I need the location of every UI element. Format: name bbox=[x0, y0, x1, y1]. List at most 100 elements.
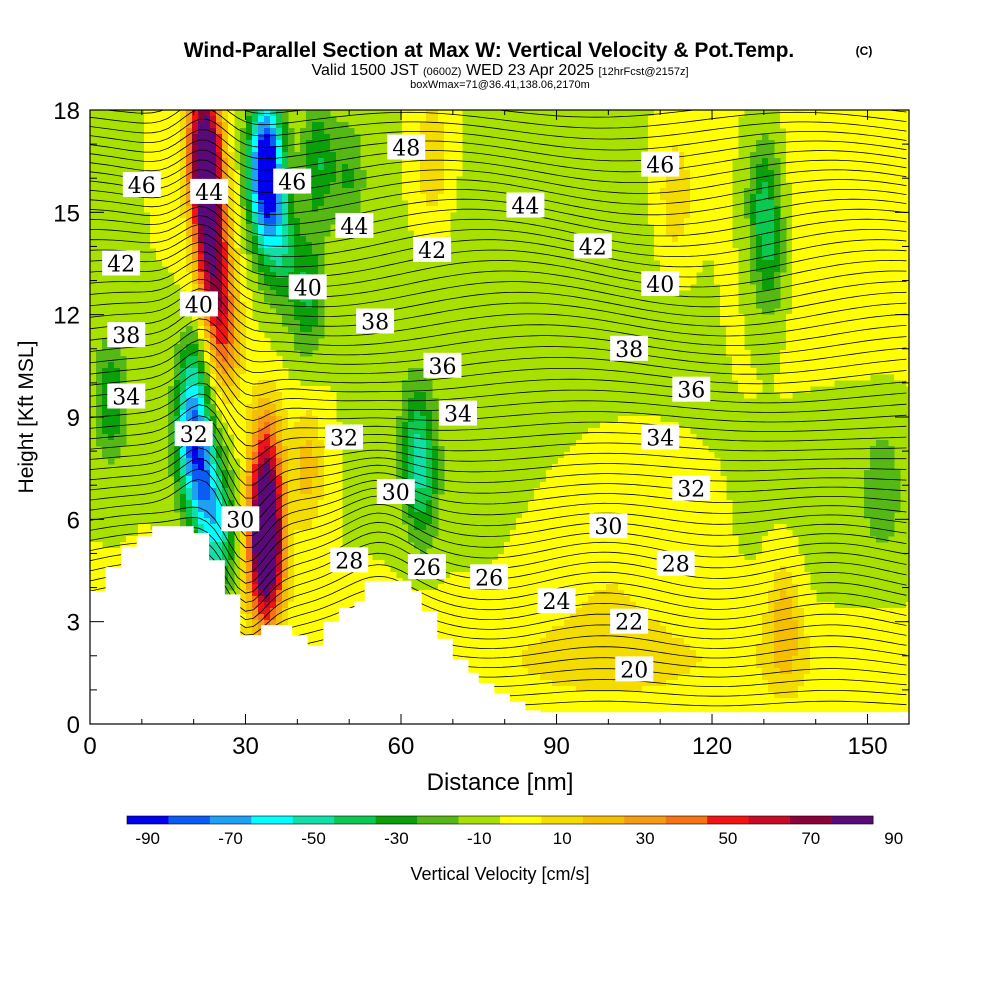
velocity-cell bbox=[324, 164, 331, 171]
velocity-cell bbox=[228, 338, 235, 345]
velocity-cell bbox=[582, 572, 589, 579]
velocity-cell bbox=[546, 686, 553, 693]
velocity-cell bbox=[294, 212, 301, 219]
velocity-cell bbox=[576, 524, 583, 531]
velocity-cell bbox=[180, 374, 187, 381]
velocity-cell bbox=[102, 440, 109, 447]
velocity-cell bbox=[588, 662, 595, 669]
velocity-cell bbox=[288, 128, 295, 135]
velocity-cell bbox=[330, 194, 337, 201]
velocity-cell bbox=[120, 368, 127, 375]
velocity-cell bbox=[306, 164, 313, 171]
velocity-cell bbox=[528, 500, 535, 507]
velocity-cell bbox=[216, 230, 223, 237]
velocity-cell bbox=[258, 194, 265, 201]
velocity-cell bbox=[582, 548, 589, 555]
velocity-cell bbox=[204, 224, 211, 231]
velocity-cell bbox=[174, 188, 181, 195]
velocity-cell bbox=[174, 500, 181, 507]
velocity-cell bbox=[96, 440, 103, 447]
velocity-cell bbox=[192, 458, 199, 465]
velocity-cell bbox=[252, 374, 259, 381]
velocity-cell bbox=[588, 470, 595, 477]
velocity-cell bbox=[210, 422, 217, 429]
velocity-cell bbox=[498, 674, 505, 681]
velocity-cell bbox=[156, 242, 163, 249]
velocity-cell bbox=[300, 572, 307, 579]
velocity-cell bbox=[306, 512, 313, 519]
velocity-cell bbox=[420, 596, 427, 603]
velocity-cell bbox=[246, 476, 253, 483]
velocity-cell bbox=[480, 602, 487, 609]
velocity-cell bbox=[216, 374, 223, 381]
velocity-cell bbox=[420, 470, 427, 477]
chart-subtitle-box: boxWmax=71@36.41,138.06,2170m bbox=[410, 79, 590, 91]
velocity-cell bbox=[480, 632, 487, 639]
velocity-cell bbox=[282, 506, 289, 513]
velocity-cell bbox=[246, 116, 253, 123]
velocity-cell bbox=[180, 386, 187, 393]
velocity-cell bbox=[294, 254, 301, 261]
velocity-cell bbox=[258, 344, 265, 351]
velocity-cell bbox=[102, 356, 109, 363]
velocity-cell bbox=[288, 440, 295, 447]
velocity-cell bbox=[426, 164, 433, 171]
velocity-cell bbox=[522, 578, 529, 585]
velocity-cell bbox=[234, 236, 241, 243]
velocity-cell bbox=[264, 122, 271, 129]
velocity-cell bbox=[312, 146, 319, 153]
velocity-cell bbox=[168, 170, 175, 177]
velocity-cell bbox=[396, 458, 403, 465]
velocity-cell bbox=[402, 398, 409, 405]
velocity-cell bbox=[168, 458, 175, 465]
velocity-cell bbox=[342, 122, 349, 129]
velocity-cell bbox=[450, 644, 457, 651]
velocity-cell bbox=[516, 674, 523, 681]
velocity-cell bbox=[162, 140, 169, 147]
velocity-cell bbox=[426, 218, 433, 225]
velocity-cell bbox=[336, 206, 343, 213]
velocity-cell bbox=[186, 446, 193, 453]
velocity-cell bbox=[282, 470, 289, 477]
velocity-cell bbox=[228, 482, 235, 489]
velocity-cell bbox=[240, 320, 247, 327]
velocity-cell bbox=[348, 134, 355, 141]
velocity-cell bbox=[408, 512, 415, 519]
velocity-cell bbox=[174, 458, 181, 465]
velocity-cell bbox=[288, 422, 295, 429]
velocity-cell bbox=[546, 548, 553, 555]
velocity-cell bbox=[504, 668, 511, 675]
velocity-cell bbox=[426, 140, 433, 147]
velocity-cell bbox=[330, 584, 337, 591]
velocity-cell bbox=[288, 410, 295, 417]
velocity-cell bbox=[354, 194, 361, 201]
velocity-cell bbox=[300, 314, 307, 321]
velocity-cell bbox=[222, 212, 229, 219]
velocity-cell bbox=[312, 530, 319, 537]
velocity-cell bbox=[258, 500, 265, 507]
velocity-cell bbox=[198, 464, 205, 471]
velocity-cell bbox=[174, 368, 181, 375]
velocity-cell bbox=[216, 488, 223, 495]
velocity-cell bbox=[276, 392, 283, 399]
velocity-cell bbox=[288, 200, 295, 207]
velocity-cell bbox=[258, 566, 265, 573]
velocity-cell bbox=[528, 692, 535, 699]
velocity-cell bbox=[252, 452, 259, 459]
velocity-cell bbox=[198, 146, 205, 153]
velocity-cell bbox=[264, 476, 271, 483]
velocity-cell bbox=[510, 554, 517, 561]
velocity-cell bbox=[300, 134, 307, 141]
velocity-cell bbox=[498, 680, 505, 687]
velocity-cell bbox=[594, 434, 601, 441]
velocity-cell bbox=[588, 656, 595, 663]
velocity-cell bbox=[342, 164, 349, 171]
velocity-cell bbox=[198, 356, 205, 363]
velocity-cell bbox=[318, 164, 325, 171]
velocity-cell bbox=[294, 242, 301, 249]
velocity-cell bbox=[312, 122, 319, 129]
velocity-cell bbox=[300, 422, 307, 429]
velocity-cell bbox=[324, 122, 331, 129]
velocity-cell bbox=[294, 584, 301, 591]
velocity-cell bbox=[282, 422, 289, 429]
